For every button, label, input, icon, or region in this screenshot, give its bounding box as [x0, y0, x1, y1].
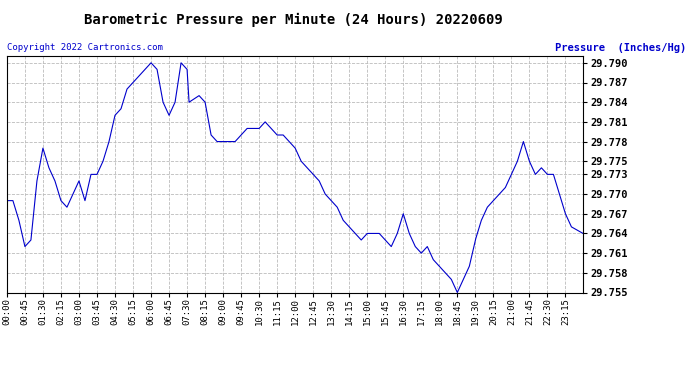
Text: Copyright 2022 Cartronics.com: Copyright 2022 Cartronics.com: [7, 43, 163, 52]
Text: Barometric Pressure per Minute (24 Hours) 20220609: Barometric Pressure per Minute (24 Hours…: [84, 13, 502, 27]
Text: Pressure  (Inches/Hg): Pressure (Inches/Hg): [555, 43, 687, 53]
